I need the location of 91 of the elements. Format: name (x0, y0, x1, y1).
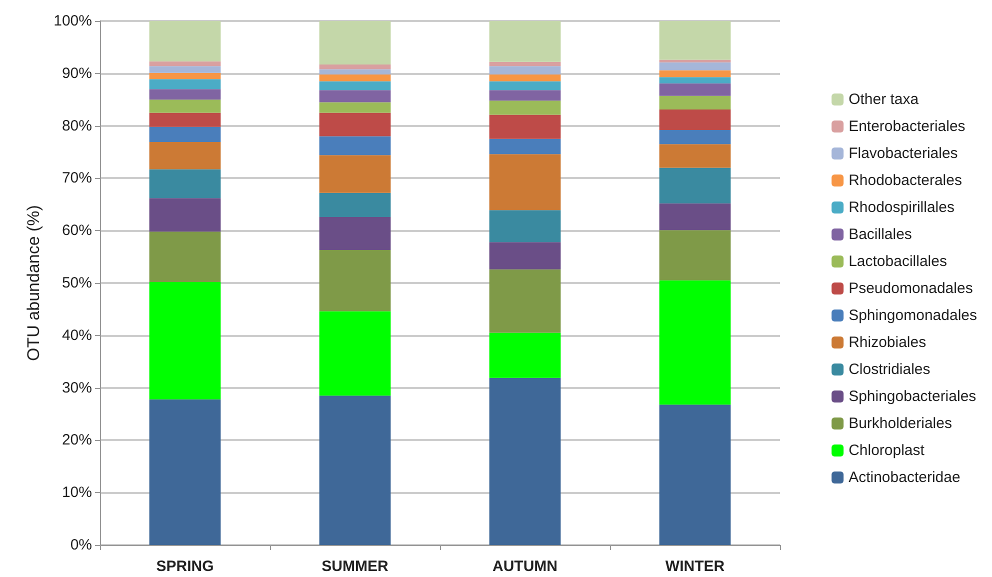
legend-label: Enterobacteriales (848, 118, 966, 135)
bar (489, 81, 561, 90)
bar (319, 155, 391, 193)
bar (319, 81, 391, 90)
bar (659, 83, 731, 96)
bar (319, 69, 391, 74)
bar (659, 130, 731, 144)
legend-label: Clostridiales (848, 361, 930, 378)
legend-label: Burkholderiales (848, 415, 952, 432)
y-tick-label: 60% (62, 222, 92, 240)
bar (149, 142, 221, 170)
bar (489, 138, 561, 154)
x-tick-label: AUTUMN (492, 558, 558, 575)
bar (149, 126, 221, 142)
y-tick-label: 30% (62, 379, 92, 396)
bar (319, 74, 391, 82)
bar (489, 90, 561, 101)
bar (319, 192, 391, 217)
bar (489, 332, 561, 378)
bar (659, 21, 731, 60)
bar (149, 66, 221, 73)
bar (319, 136, 391, 156)
bar (319, 102, 391, 113)
legend-label: Rhodospirillales (848, 199, 954, 216)
bar (149, 282, 221, 400)
bar (659, 203, 731, 230)
bar (149, 61, 221, 66)
bar (659, 230, 731, 280)
y-tick-label: 40% (62, 326, 92, 344)
bar (489, 242, 561, 270)
bar (659, 70, 731, 78)
legend-label: Pseudomonadales (848, 280, 973, 297)
legend-label: Lactobacillales (848, 253, 947, 270)
bar (489, 378, 561, 545)
y-tick-label: 70% (62, 170, 92, 187)
bar (489, 210, 561, 242)
bar (319, 64, 391, 70)
bar (149, 89, 221, 100)
legend-label: Bacillales (848, 226, 912, 243)
bar (659, 404, 731, 545)
bar (659, 62, 731, 70)
bar (489, 100, 561, 115)
legend-label: Actinobacteridae (848, 469, 960, 486)
legend-label: Other taxa (848, 91, 920, 108)
legend-label: Rhizobiales (848, 334, 926, 351)
legend-label: Chloroplast (848, 442, 926, 459)
x-tick-label: WINTER (665, 558, 725, 575)
y-tick-label: 90% (62, 64, 92, 82)
bar (489, 62, 561, 66)
bar (149, 232, 221, 282)
bar (149, 198, 221, 232)
legend-label: Flavobacteriales (848, 145, 958, 162)
bar (149, 79, 221, 90)
bar (489, 21, 561, 62)
bar (489, 114, 561, 139)
y-axis-title: OTU abundance (%) (24, 205, 43, 361)
x-tick-label: SUMMER (322, 558, 388, 575)
bar (489, 269, 561, 333)
y-tick-label: 10% (62, 484, 92, 502)
y-tick-label: 80% (62, 117, 92, 134)
bar (659, 168, 731, 204)
bar (489, 66, 561, 74)
bar (149, 112, 221, 127)
bar (319, 21, 391, 64)
bar (319, 216, 391, 250)
bar (659, 110, 731, 130)
y-tick-label: 0% (70, 536, 92, 554)
bar (319, 90, 391, 102)
legend-label: Rhodobacterales (848, 172, 962, 189)
legend-label: Sphingobacteriales (848, 388, 976, 405)
bar (319, 250, 391, 312)
bar (149, 169, 221, 198)
bar (319, 396, 391, 545)
bar (149, 21, 221, 62)
bar (659, 77, 731, 84)
bar (659, 280, 731, 405)
y-tick-label: 20% (62, 432, 92, 449)
bar (659, 96, 731, 110)
bar (149, 399, 221, 545)
bar (149, 72, 221, 80)
y-tick-label: 50% (62, 274, 92, 292)
bar (489, 74, 561, 82)
y-tick-label: 100% (54, 12, 92, 30)
bar (659, 144, 731, 168)
bar (319, 112, 391, 136)
bar (319, 311, 391, 396)
legend-label: Sphingomonadales (848, 307, 978, 324)
x-tick-label: SPRING (156, 558, 214, 575)
bar (489, 154, 561, 210)
bar (149, 100, 221, 113)
bar (659, 60, 731, 62)
